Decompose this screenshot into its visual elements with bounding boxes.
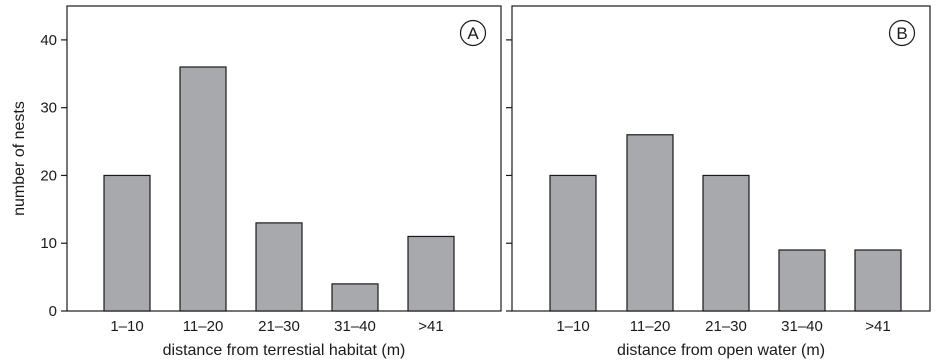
y-tick-label: 30 xyxy=(40,100,57,117)
panel-label-circle xyxy=(888,19,916,47)
x-tick-label: >41 xyxy=(865,318,890,335)
bar-a-3 xyxy=(255,222,303,312)
x-tick-label: 1–10 xyxy=(110,318,143,335)
y-tick-label: 40 xyxy=(40,32,57,49)
x-axis-label: distance from terrestial habitat (m) xyxy=(163,342,406,359)
y-tick-label: 0 xyxy=(49,303,57,320)
bar-b-4 xyxy=(778,249,826,312)
bar-a-4 xyxy=(331,283,379,312)
x-axis-label: distance from open water (m) xyxy=(617,342,825,359)
panel-label-badge: A xyxy=(459,19,487,47)
chart-panel-b: 1–10 11–20 21–30 31–40 >41 distance from open… xyxy=(506,5,931,359)
y-axis-label: number of nests xyxy=(11,101,28,216)
bar-a-2 xyxy=(179,66,227,312)
bar-a-5 xyxy=(407,235,455,312)
bar-a-1 xyxy=(103,174,151,312)
chart-panel-a: 0 10 20 30 40 1–10 11–20 21–30 31–40 >41 distance … xyxy=(11,5,502,359)
x-tick-label: 1–10 xyxy=(556,318,589,335)
bar-b-2 xyxy=(626,134,674,312)
x-tick-label: 11–20 xyxy=(630,318,671,335)
x-tick-label: 31–40 xyxy=(781,318,823,335)
x-tick-label: 11–20 xyxy=(183,318,224,335)
x-tick-label: 21–30 xyxy=(705,318,747,335)
panel-label-badge: B xyxy=(888,19,916,47)
bar-b-5 xyxy=(854,249,902,312)
panel-label-letter: A xyxy=(467,24,479,43)
bar-b-1 xyxy=(549,174,597,312)
x-tick-label: 31–40 xyxy=(334,318,376,335)
y-tick-label: 10 xyxy=(40,235,57,252)
x-tick-label: 21–30 xyxy=(258,318,300,335)
x-tick-label: >41 xyxy=(418,318,443,335)
panel-label-letter: B xyxy=(896,24,907,43)
y-tick-label: 20 xyxy=(40,167,57,184)
panel-label-circle xyxy=(459,19,487,47)
bar-b-3 xyxy=(702,174,750,312)
